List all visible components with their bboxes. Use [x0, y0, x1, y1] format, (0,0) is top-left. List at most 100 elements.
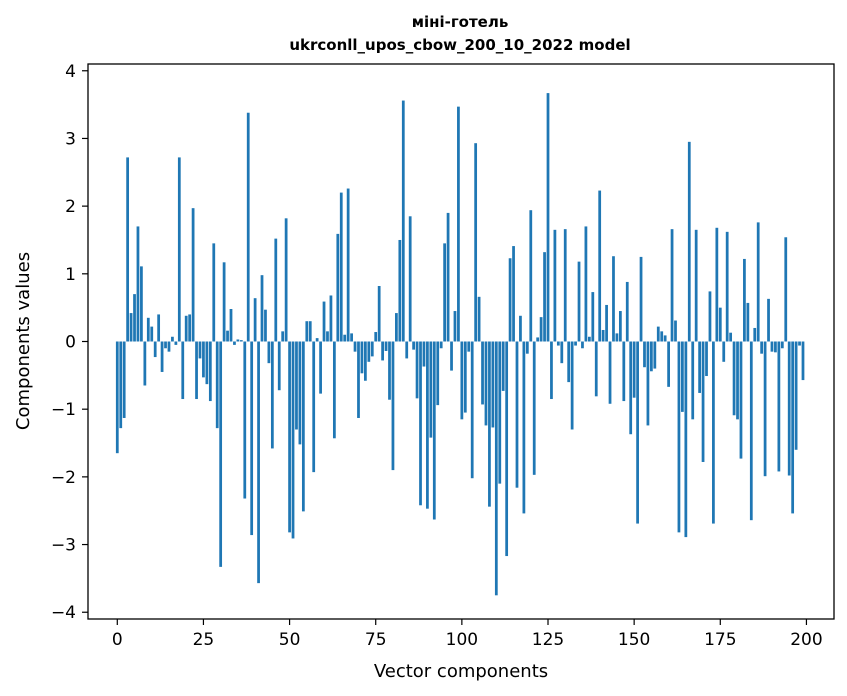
bar: [794, 341, 798, 450]
bar: [250, 341, 254, 536]
bar: [419, 341, 422, 506]
bar: [415, 341, 419, 399]
bar: [577, 261, 581, 342]
bar: [364, 341, 367, 381]
bar: [222, 262, 226, 342]
bar: [202, 341, 205, 378]
bar: [787, 341, 791, 476]
bar: [381, 341, 384, 361]
x-tick-label: 100: [446, 630, 478, 650]
bar: [615, 333, 619, 342]
chart-title-line-1: міні-готель: [412, 13, 509, 31]
bar: [536, 337, 540, 342]
bar: [670, 229, 674, 342]
bar: [243, 341, 247, 499]
bar: [305, 321, 309, 342]
bar: [295, 341, 298, 430]
bar: [450, 341, 453, 371]
bar: [505, 341, 509, 557]
bar: [133, 294, 136, 342]
bar: [767, 298, 770, 342]
bar: [270, 341, 274, 449]
bar: [556, 341, 560, 346]
bar: [160, 341, 164, 372]
bar: [384, 341, 388, 351]
bar: [760, 341, 764, 354]
bar: [539, 317, 543, 342]
bar: [432, 341, 436, 520]
bar: [632, 341, 636, 398]
bar: [212, 243, 216, 342]
bar: [712, 341, 715, 524]
bar: [612, 256, 615, 342]
bar: [157, 314, 161, 342]
bar: [746, 302, 750, 342]
bar: [436, 341, 440, 406]
bar: [732, 341, 736, 416]
bar: [701, 341, 705, 462]
bar: [522, 341, 526, 514]
bar: [253, 298, 257, 342]
bar: [146, 317, 150, 342]
bar: [281, 331, 285, 342]
bar: [460, 341, 464, 420]
bar: [177, 157, 181, 342]
bar: [226, 330, 229, 342]
bar: [739, 341, 743, 459]
bar: [208, 341, 212, 402]
bar: [725, 231, 729, 342]
bar: [653, 341, 657, 369]
x-tick-label: 125: [532, 630, 564, 650]
bar: [591, 292, 595, 342]
bar: [322, 301, 326, 342]
bar: [560, 341, 564, 364]
bar: [367, 341, 371, 362]
bar: [708, 291, 712, 342]
bar: [426, 341, 429, 509]
bar: [791, 341, 795, 514]
bar: [567, 341, 571, 383]
bar: [784, 237, 788, 342]
bar: [650, 341, 653, 372]
x-tick-label: 150: [618, 630, 650, 650]
bar: [274, 238, 278, 342]
bar: [601, 329, 605, 342]
bar: [753, 327, 757, 342]
bar: [512, 246, 515, 342]
y-tick-label: 0: [65, 333, 76, 353]
bar: [743, 258, 746, 342]
bar: [136, 226, 140, 342]
bar: [643, 341, 646, 368]
bar: [326, 331, 329, 342]
bar: [546, 93, 550, 342]
bar: [656, 326, 660, 342]
bar: [519, 315, 522, 342]
bar: [594, 341, 598, 397]
bar: [691, 341, 695, 420]
bar: [801, 341, 805, 381]
bar: [357, 341, 360, 418]
bar: [722, 341, 726, 362]
bar: [581, 341, 584, 349]
bar: [174, 341, 178, 345]
bar: [584, 226, 588, 342]
bar: [677, 341, 681, 533]
bar: [681, 341, 684, 412]
x-tick-label: 200: [790, 630, 822, 650]
bar: [498, 341, 502, 484]
bar: [215, 341, 219, 429]
bar: [257, 341, 260, 584]
bar: [474, 143, 478, 342]
bar: [477, 296, 481, 342]
bar: [398, 239, 402, 342]
chart-title-line-2: ukrconll_upos_cbow_200_10_2022 model: [289, 36, 630, 54]
bar: [629, 341, 633, 435]
x-axis: 0 25 50 75 100 125 150 175 200: [112, 619, 823, 650]
bar: [587, 336, 591, 342]
bar: [167, 341, 171, 352]
bar: [770, 341, 774, 352]
bar: [756, 222, 760, 342]
bar: [736, 341, 739, 420]
bar: [749, 341, 753, 521]
bar: [219, 341, 223, 567]
